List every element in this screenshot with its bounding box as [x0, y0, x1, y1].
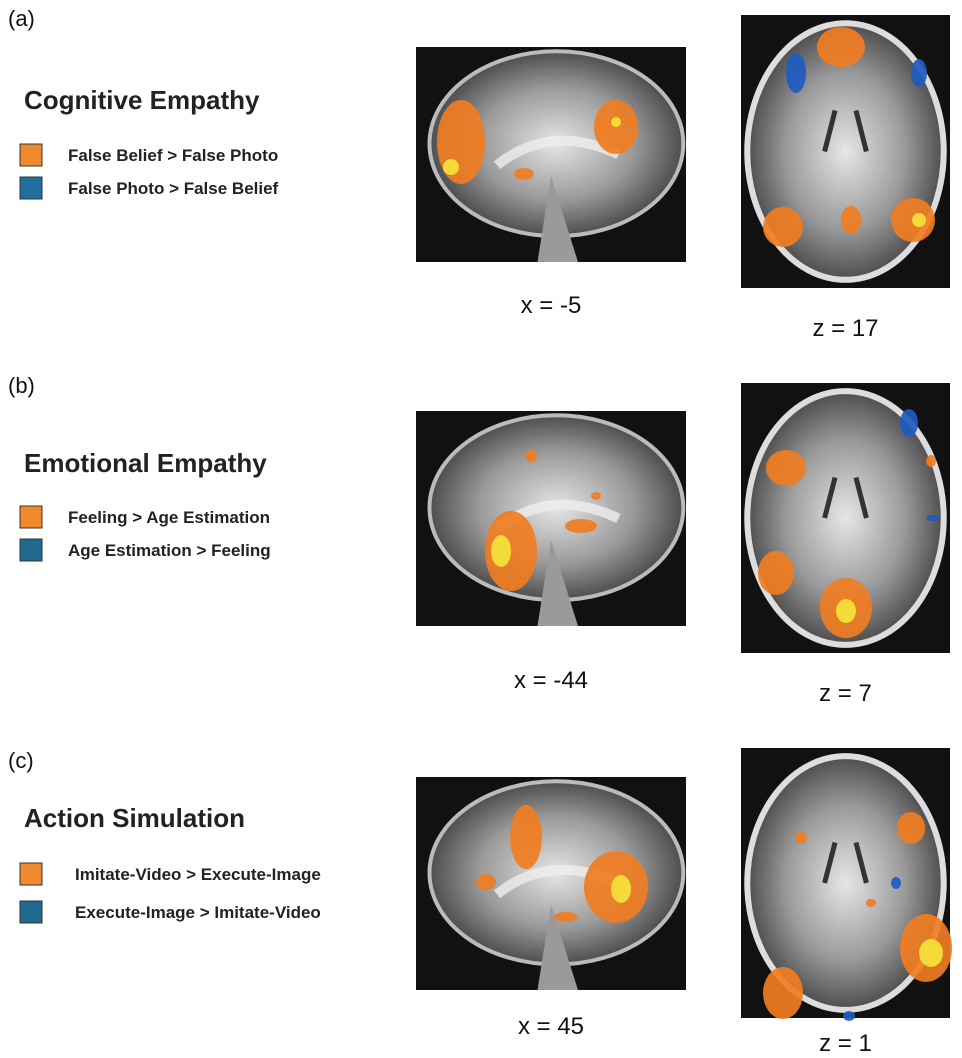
axial-slice	[741, 15, 950, 288]
activation-blob	[891, 877, 901, 889]
sagittal-slice	[416, 47, 686, 262]
activation-blob	[491, 535, 511, 567]
activation-blob	[476, 874, 496, 890]
activation-blob	[836, 599, 856, 623]
slice-label: x = -44	[514, 667, 588, 694]
activation-blob	[565, 519, 597, 533]
activation-blob	[795, 832, 807, 844]
activation-blob	[525, 450, 537, 462]
activation-blob	[926, 515, 940, 521]
activation-blob	[817, 27, 865, 67]
slice-label: z = 17	[812, 315, 878, 342]
sagittal-slice	[416, 777, 686, 990]
activation-blob	[912, 213, 926, 227]
activation-blob	[766, 450, 806, 486]
legend-swatch	[20, 539, 42, 561]
activation-blob	[926, 455, 936, 467]
legend-label: Feeling > Age Estimation	[68, 508, 270, 527]
panel-title: Emotional Empathy	[24, 448, 267, 478]
activation-blob	[758, 551, 794, 595]
activation-blob	[510, 805, 542, 869]
slice-label: x = 45	[518, 1013, 584, 1040]
slice-label: z = 7	[819, 680, 872, 707]
activation-blob	[843, 1011, 855, 1021]
panel-label: (c)	[8, 748, 34, 773]
activation-blob	[763, 207, 803, 247]
legend-label: Execute-Image > Imitate-Video	[75, 903, 321, 922]
activation-blob	[841, 206, 861, 234]
slice-label: z = 1	[819, 1030, 872, 1057]
activation-blob	[866, 899, 876, 907]
axial-slice	[741, 748, 952, 1021]
sagittal-slice	[416, 411, 686, 626]
legend-swatch	[20, 144, 42, 166]
legend-swatch	[20, 863, 42, 885]
legend-swatch	[20, 177, 42, 199]
panel-title: Cognitive Empathy	[24, 85, 260, 115]
legend-swatch	[20, 901, 42, 923]
legend-label: Imitate-Video > Execute-Image	[75, 865, 321, 884]
activation-blob	[591, 492, 601, 500]
activation-blob	[919, 939, 943, 967]
activation-blob	[900, 409, 918, 437]
legend-label: False Belief > False Photo	[68, 146, 278, 165]
activation-blob	[514, 168, 534, 180]
legend-label: False Photo > False Belief	[68, 179, 279, 198]
activation-blob	[611, 875, 631, 903]
activation-blob	[611, 117, 621, 127]
activation-blob	[437, 100, 485, 184]
activation-blob	[786, 53, 806, 93]
activation-blob	[443, 159, 459, 175]
panel-label: (b)	[8, 373, 35, 398]
axial-slice	[741, 383, 950, 653]
slice-label: x = -5	[521, 292, 582, 319]
activation-blob	[897, 812, 925, 844]
legend-label: Age Estimation > Feeling	[68, 541, 271, 560]
panel-label: (a)	[8, 6, 35, 31]
activation-blob	[763, 967, 803, 1019]
figure: (a) Cognitive Empathy False Belief > False…	[0, 0, 962, 1058]
legend-swatch	[20, 506, 42, 528]
activation-blob	[554, 912, 578, 922]
panel-title: Action Simulation	[24, 803, 245, 833]
activation-blob	[911, 59, 927, 87]
